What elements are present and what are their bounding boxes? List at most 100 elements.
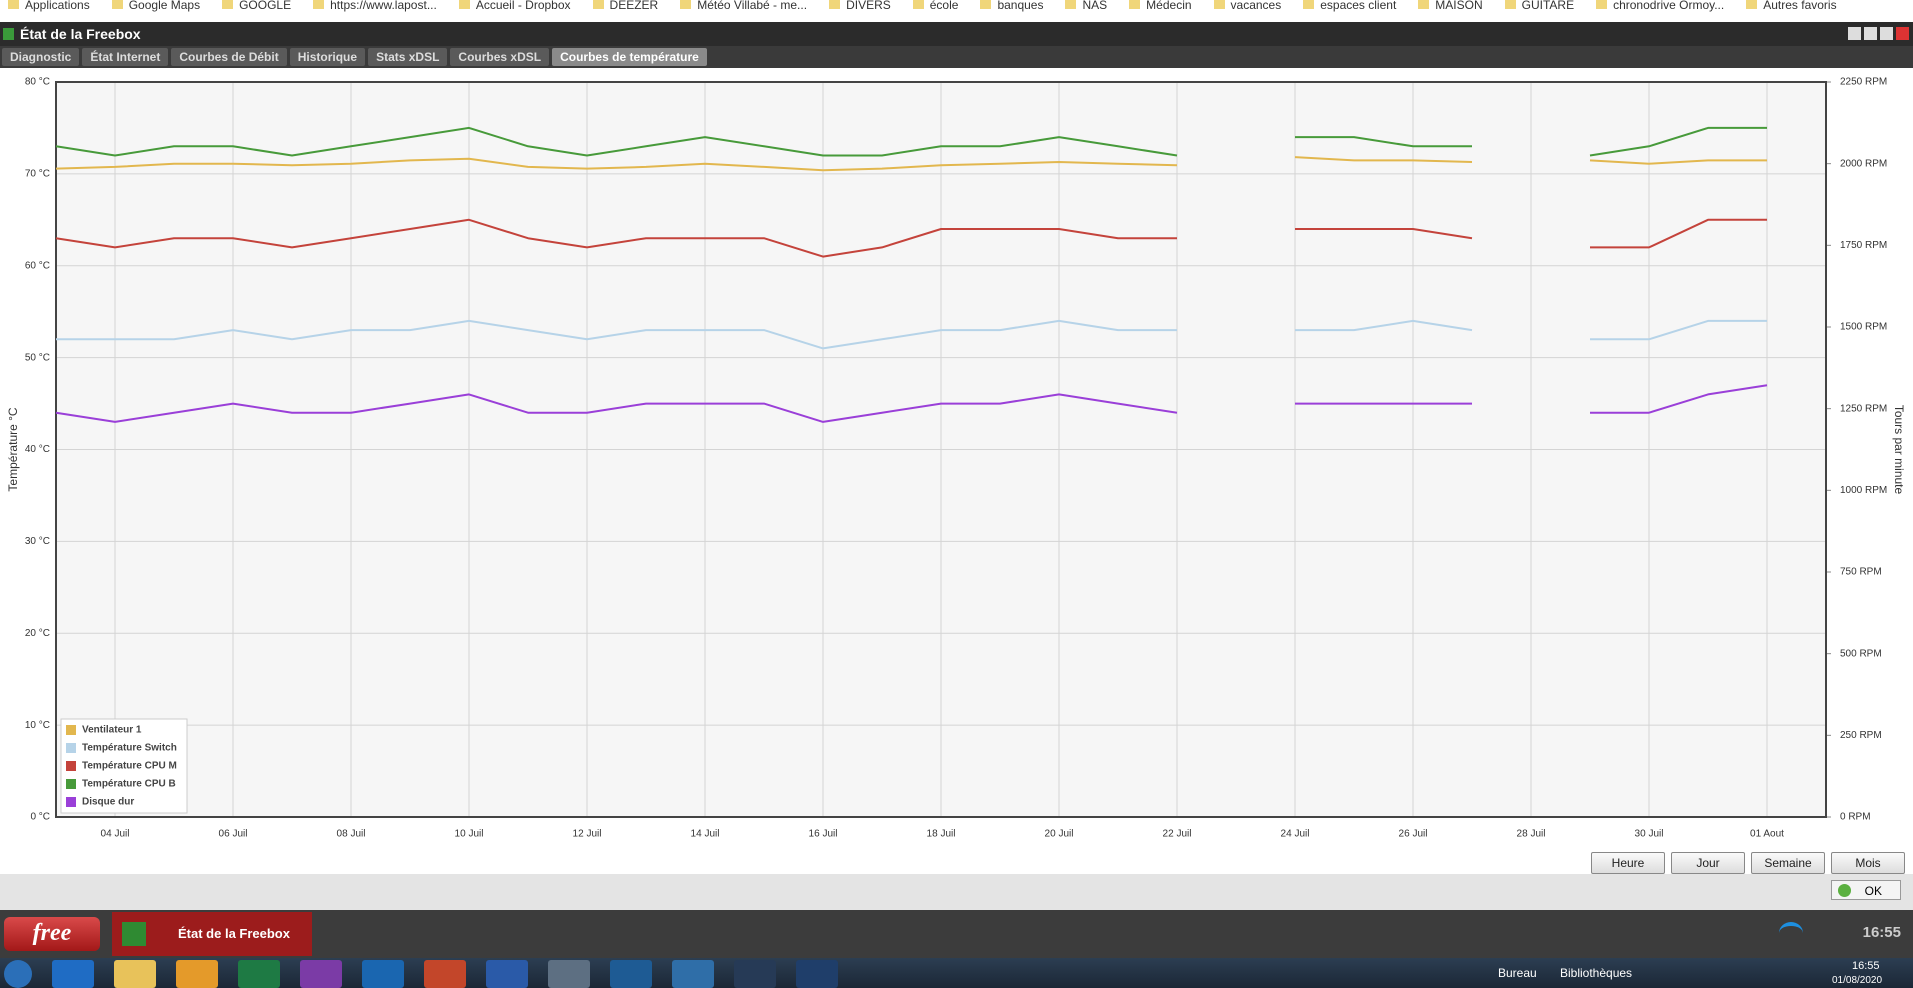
range-button[interactable]: Semaine bbox=[1751, 852, 1825, 874]
bookmark[interactable]: chronodrive Ormoy... bbox=[1596, 0, 1724, 14]
bookmark[interactable]: Autres favoris bbox=[1746, 0, 1836, 14]
tab[interactable]: Historique bbox=[289, 48, 366, 66]
minimize-button[interactable] bbox=[1864, 27, 1877, 40]
bookmark[interactable]: GUITARE bbox=[1505, 0, 1574, 14]
bookmark[interactable]: vacances bbox=[1214, 0, 1282, 14]
window-title: État de la Freebox bbox=[20, 26, 141, 42]
legend-label: Température Switch bbox=[82, 743, 177, 754]
x-tick-label: 22 Juil bbox=[1163, 829, 1192, 840]
y-tick-label: 30 °C bbox=[25, 536, 50, 547]
x-tick-label: 14 Juil bbox=[691, 829, 720, 840]
legend-label: Ventilateur 1 bbox=[82, 725, 142, 736]
bookmark[interactable]: école bbox=[913, 0, 959, 14]
app-bar: free État de la Freebox 16:55 bbox=[0, 910, 1913, 958]
x-tick-label: 16 Juil bbox=[809, 829, 838, 840]
legend-swatch bbox=[66, 797, 76, 807]
app-time: 16:55 bbox=[1862, 924, 1901, 941]
bookmark[interactable]: Accueil - Dropbox bbox=[459, 0, 571, 14]
bookmark[interactable]: Météo Villabé - me... bbox=[680, 0, 807, 14]
chart: 0 °C 10 °C 20 °C 30 °C 40 °C 50 °C 60 °C 70 °C 8… bbox=[6, 77, 1906, 840]
tab-bar: Diagnostic État Internet Courbes de Débit H… bbox=[0, 46, 1913, 68]
y2-tick-label: 0 RPM bbox=[1840, 812, 1871, 823]
bookmark[interactable]: GOOGLE bbox=[222, 0, 291, 14]
y2-tick-label: 2250 RPM bbox=[1840, 77, 1887, 88]
tab[interactable]: Diagnostic bbox=[2, 48, 80, 66]
taskbar-date: 01/08/2020 bbox=[1832, 975, 1883, 986]
plot-frame bbox=[55, 81, 1827, 818]
bookmark[interactable]: https://www.lapost... bbox=[313, 0, 437, 14]
taskbar-time: 16:55 bbox=[1852, 960, 1880, 972]
bookmark[interactable]: DIVERS bbox=[829, 0, 891, 14]
x-tick-label: 06 Juil bbox=[219, 829, 248, 840]
range-button[interactable]: Heure bbox=[1591, 852, 1665, 874]
y2-tick-label: 1750 RPM bbox=[1840, 240, 1887, 251]
bookmark[interactable]: espaces client bbox=[1303, 0, 1396, 14]
x-tick-label: 12 Juil bbox=[573, 829, 602, 840]
taskbar: Bureau Bibliothèques 16:55 01/08/2020 bbox=[0, 958, 1913, 988]
x-tick-label: 18 Juil bbox=[927, 829, 956, 840]
libraries-label[interactable]: Bibliothèques bbox=[1560, 966, 1633, 980]
x-tick-label: 04 Juil bbox=[101, 829, 130, 840]
tab[interactable]: État Internet bbox=[82, 48, 169, 66]
y2-tick-label: 750 RPM bbox=[1840, 567, 1882, 578]
legend-swatch bbox=[66, 725, 76, 735]
free-logo[interactable]: free bbox=[4, 917, 100, 951]
bookmark[interactable]: DEEZER bbox=[593, 0, 659, 14]
y-tick-label: 70 °C bbox=[25, 169, 50, 180]
close-button[interactable] bbox=[1896, 27, 1909, 40]
legend-label: Température CPU B bbox=[82, 779, 176, 790]
y2-tick-label: 500 RPM bbox=[1840, 648, 1882, 659]
bookmark[interactable]: MAISON bbox=[1418, 0, 1482, 14]
maximize-button[interactable] bbox=[1880, 27, 1893, 40]
range-button[interactable]: Jour bbox=[1671, 852, 1745, 874]
legend-label: Température CPU M bbox=[82, 761, 177, 772]
range-buttons: Heure Jour Semaine Mois bbox=[1591, 852, 1905, 874]
ok-button[interactable]: OK bbox=[1831, 880, 1901, 900]
dialog-footer: OK bbox=[0, 874, 1913, 910]
bookmark[interactable]: Applications bbox=[8, 0, 90, 14]
legend-swatch bbox=[66, 779, 76, 789]
y-tick-label: 10 °C bbox=[25, 720, 50, 731]
wifi-icon[interactable] bbox=[1779, 922, 1803, 944]
help-button[interactable] bbox=[1848, 27, 1861, 40]
x-tick-label: 10 Juil bbox=[455, 829, 484, 840]
y-tick-label: 50 °C bbox=[25, 352, 50, 363]
bookmark[interactable]: NAS bbox=[1065, 0, 1107, 14]
task-button[interactable]: État de la Freebox bbox=[112, 912, 312, 956]
y2-tick-label: 250 RPM bbox=[1840, 730, 1882, 741]
y2-tick-label: 2000 RPM bbox=[1840, 158, 1887, 169]
series-line bbox=[55, 156, 1767, 172]
y2-tick-label: 1000 RPM bbox=[1840, 485, 1887, 496]
legend-label: Disque dur bbox=[82, 797, 134, 808]
legend-swatch bbox=[66, 761, 76, 771]
bookmarks-bar: Applications Google Maps GOOGLE https://www… bbox=[0, 0, 1913, 14]
series-line bbox=[55, 218, 1767, 258]
tab[interactable]: Courbes xDSL bbox=[450, 48, 550, 66]
bookmark[interactable]: Google Maps bbox=[112, 0, 200, 14]
bookmark[interactable]: banques bbox=[980, 0, 1043, 14]
x-tick-label: 24 Juil bbox=[1281, 829, 1310, 840]
legend-box bbox=[60, 718, 188, 814]
legend-swatch bbox=[66, 743, 76, 753]
tab[interactable]: Courbes de Débit bbox=[171, 48, 287, 66]
y2-tick-label: 1500 RPM bbox=[1840, 322, 1887, 333]
tab[interactable]: Stats xDSL bbox=[368, 48, 448, 66]
desktop-label[interactable]: Bureau bbox=[1498, 966, 1537, 980]
window-title-bar: État de la Freebox bbox=[0, 22, 1913, 46]
x-tick-label: 28 Juil bbox=[1517, 829, 1546, 840]
range-button[interactable]: Mois bbox=[1831, 852, 1905, 874]
y2-axis-label: Tours par minute bbox=[1892, 405, 1906, 495]
x-tick-label: 26 Juil bbox=[1399, 829, 1428, 840]
tab[interactable]: Courbes de température bbox=[552, 48, 707, 66]
x-tick-label: 20 Juil bbox=[1045, 829, 1074, 840]
series-line bbox=[55, 384, 1768, 423]
y-tick-label: 0 °C bbox=[30, 812, 50, 823]
y-axis-label: Température °C bbox=[6, 407, 20, 491]
y-tick-label: 20 °C bbox=[25, 628, 50, 639]
y-tick-label: 80 °C bbox=[25, 77, 50, 88]
bookmark[interactable]: Médecin bbox=[1129, 0, 1191, 14]
x-tick-label: 30 Juil bbox=[1635, 829, 1664, 840]
y2-tick-label: 1250 RPM bbox=[1840, 403, 1887, 414]
series-line bbox=[56, 319, 1767, 350]
